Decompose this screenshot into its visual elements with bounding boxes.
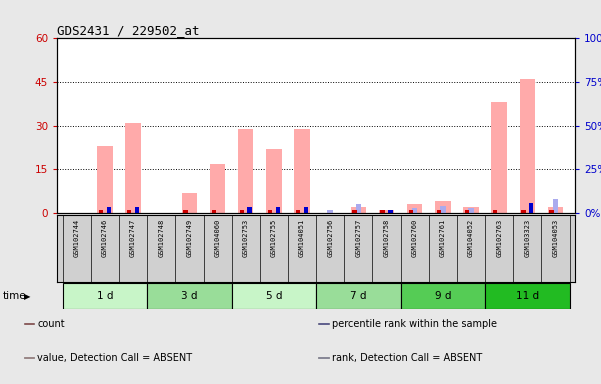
Text: GSM104052: GSM104052 bbox=[468, 218, 474, 257]
Text: GSM103323: GSM103323 bbox=[524, 218, 530, 257]
Bar bbox=[127, 210, 132, 213]
Text: GSM102749: GSM102749 bbox=[186, 218, 192, 257]
Bar bbox=[319, 323, 329, 324]
Text: 7 d: 7 d bbox=[350, 291, 367, 301]
Bar bbox=[529, 203, 533, 213]
Text: percentile rank within the sample: percentile rank within the sample bbox=[332, 319, 497, 329]
Bar bbox=[63, 283, 147, 309]
Bar bbox=[465, 210, 469, 213]
Bar bbox=[388, 210, 392, 213]
Text: GSM102757: GSM102757 bbox=[355, 218, 361, 257]
Bar bbox=[248, 207, 252, 213]
Bar bbox=[350, 207, 366, 213]
Bar bbox=[296, 210, 300, 213]
Bar bbox=[316, 283, 401, 309]
Bar bbox=[266, 149, 282, 213]
Bar bbox=[97, 146, 113, 213]
Bar bbox=[106, 207, 111, 213]
Bar bbox=[183, 210, 188, 213]
Text: GSM102744: GSM102744 bbox=[74, 218, 80, 257]
Text: GSM102756: GSM102756 bbox=[327, 218, 333, 257]
Text: 3 d: 3 d bbox=[181, 291, 198, 301]
Bar bbox=[240, 210, 244, 213]
Bar bbox=[294, 129, 310, 213]
Bar bbox=[553, 199, 558, 213]
Bar bbox=[126, 123, 141, 213]
Bar bbox=[380, 210, 385, 213]
Bar bbox=[437, 210, 441, 213]
Bar bbox=[409, 210, 413, 213]
Text: GSM102760: GSM102760 bbox=[412, 218, 418, 257]
Text: GSM104053: GSM104053 bbox=[552, 218, 558, 257]
Text: GSM102753: GSM102753 bbox=[243, 218, 249, 257]
Bar bbox=[212, 210, 216, 213]
Bar bbox=[549, 210, 554, 213]
Bar bbox=[352, 210, 356, 213]
Bar bbox=[412, 208, 417, 213]
Bar bbox=[493, 210, 498, 213]
Bar bbox=[548, 207, 563, 213]
Bar bbox=[468, 208, 474, 213]
Bar bbox=[24, 323, 34, 324]
Text: 11 d: 11 d bbox=[516, 291, 539, 301]
Bar bbox=[135, 207, 139, 213]
Bar bbox=[24, 357, 34, 358]
Bar bbox=[210, 164, 225, 213]
Text: time: time bbox=[3, 291, 26, 301]
Text: rank, Detection Call = ABSENT: rank, Detection Call = ABSENT bbox=[332, 353, 482, 363]
Bar bbox=[147, 283, 231, 309]
Text: GSM102747: GSM102747 bbox=[130, 218, 136, 257]
Bar bbox=[268, 210, 272, 213]
Text: GSM102755: GSM102755 bbox=[271, 218, 277, 257]
Text: GSM102763: GSM102763 bbox=[496, 218, 502, 257]
Text: GSM104051: GSM104051 bbox=[299, 218, 305, 257]
Bar bbox=[440, 206, 445, 213]
Bar bbox=[407, 204, 423, 213]
Text: GSM104060: GSM104060 bbox=[215, 218, 221, 257]
Bar bbox=[485, 283, 570, 309]
Text: 1 d: 1 d bbox=[97, 291, 113, 301]
Bar bbox=[182, 193, 197, 213]
Text: GSM102746: GSM102746 bbox=[102, 218, 108, 257]
Bar bbox=[276, 207, 280, 213]
Text: 9 d: 9 d bbox=[435, 291, 451, 301]
Text: 5 d: 5 d bbox=[266, 291, 282, 301]
Bar bbox=[319, 357, 329, 358]
Text: ▶: ▶ bbox=[24, 292, 31, 301]
Bar bbox=[99, 210, 103, 213]
Bar bbox=[356, 204, 361, 213]
Bar bbox=[328, 210, 333, 213]
Bar bbox=[492, 103, 507, 213]
Text: GSM102748: GSM102748 bbox=[158, 218, 164, 257]
Text: count: count bbox=[37, 319, 65, 329]
Text: GSM102761: GSM102761 bbox=[440, 218, 446, 257]
Bar bbox=[304, 207, 308, 213]
Bar bbox=[401, 283, 485, 309]
Text: value, Detection Call = ABSENT: value, Detection Call = ABSENT bbox=[37, 353, 192, 363]
Bar bbox=[231, 283, 316, 309]
Text: GSM102758: GSM102758 bbox=[383, 218, 389, 257]
Bar bbox=[435, 202, 451, 213]
Bar bbox=[521, 210, 526, 213]
Bar bbox=[238, 129, 254, 213]
Text: GDS2431 / 229502_at: GDS2431 / 229502_at bbox=[57, 24, 200, 37]
Bar bbox=[519, 79, 535, 213]
Bar bbox=[379, 210, 394, 213]
Bar bbox=[463, 207, 479, 213]
